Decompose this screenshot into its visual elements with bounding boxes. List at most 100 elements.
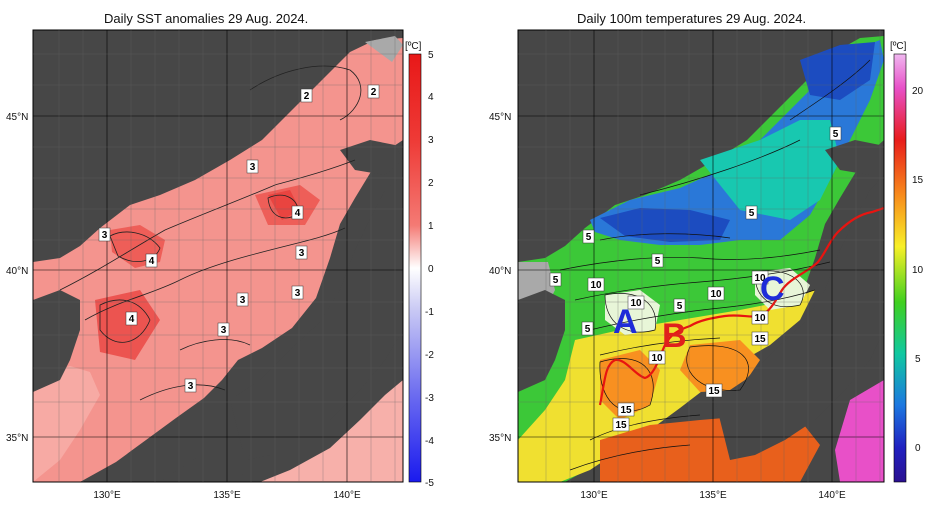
- right-colorbar-ticks: 20 15 10 5 0: [912, 86, 924, 454]
- svg-text:4: 4: [295, 208, 301, 219]
- left-contour-label: 4: [145, 253, 158, 268]
- svg-text:15: 15: [620, 405, 632, 416]
- right-contour-label: 15: [705, 383, 723, 398]
- svg-text:4: 4: [129, 314, 135, 325]
- left-contour-label: 3: [184, 378, 197, 393]
- svg-text:3: 3: [250, 162, 256, 173]
- right-contour-label: 10: [587, 277, 605, 292]
- right-minor-graticule: [518, 30, 884, 482]
- right-cold-core-2: [800, 42, 875, 100]
- svg-text:10: 10: [651, 353, 663, 364]
- region-letter-b: B: [662, 317, 687, 355]
- left-graticule: [33, 30, 403, 482]
- svg-text:0: 0: [428, 264, 434, 275]
- svg-text:140°E: 140°E: [818, 490, 846, 501]
- left-colorbar-ticks: 5 4 3 2 1 0 -1 -2 -3 -4 -5: [425, 50, 434, 489]
- svg-text:2: 2: [428, 178, 434, 189]
- svg-text:15: 15: [754, 334, 766, 345]
- left-panel-title: Daily SST anomalies 29 Aug. 2024.: [104, 11, 309, 26]
- svg-text:35°N: 35°N: [6, 433, 28, 444]
- left-korea-land: [33, 290, 80, 392]
- svg-text:-5: -5: [425, 478, 434, 489]
- right-cyan-zone: [700, 120, 840, 220]
- svg-text:4: 4: [149, 256, 155, 267]
- right-contour-label: 5: [673, 298, 686, 313]
- svg-text:-3: -3: [425, 393, 434, 404]
- svg-text:3: 3: [188, 381, 194, 392]
- right-contour-label: 5: [549, 272, 562, 287]
- left-contour-label: 3: [217, 322, 230, 337]
- svg-text:135°E: 135°E: [213, 490, 241, 501]
- svg-text:5: 5: [915, 354, 921, 365]
- svg-text:3: 3: [428, 135, 434, 146]
- left-contour-label: 3: [295, 245, 308, 260]
- svg-text:2: 2: [304, 91, 310, 102]
- left-lon-labels: 130°E 135°E 140°E: [93, 490, 361, 501]
- svg-text:10: 10: [754, 273, 766, 284]
- right-graticule: [518, 30, 884, 482]
- right-contour-label: 10: [751, 270, 769, 285]
- svg-text:3: 3: [299, 248, 305, 259]
- region-letter-c: C: [760, 270, 785, 308]
- left-honshu-land: [230, 175, 403, 460]
- left-contour-labels: 2 2 3 4 3 4 3 3 3 4 3 3: [98, 84, 380, 393]
- svg-text:2: 2: [371, 87, 377, 98]
- right-lat-labels: 45°N 40°N 35°N: [489, 112, 511, 444]
- left-colorbar-unit: [ºC]: [405, 41, 422, 52]
- right-korea-land: [518, 290, 565, 392]
- svg-text:10: 10: [710, 289, 722, 300]
- svg-text:15: 15: [615, 420, 627, 431]
- left-contour-label: 4: [291, 205, 304, 220]
- right-contour-label: 5: [581, 321, 594, 336]
- svg-text:35°N: 35°N: [489, 433, 511, 444]
- right-contour-label: 15: [617, 402, 635, 417]
- svg-text:130°E: 130°E: [580, 490, 608, 501]
- right-warm-zone: [518, 290, 815, 482]
- left-shelf: [365, 36, 403, 62]
- right-contour-label: 10: [627, 295, 645, 310]
- svg-text:1: 1: [428, 221, 434, 232]
- left-lat-labels: 45°N 40°N 35°N: [6, 112, 28, 444]
- left-contour-label: 4: [125, 311, 138, 326]
- svg-text:5: 5: [585, 324, 591, 335]
- svg-text:3: 3: [102, 230, 108, 241]
- left-contour-label: 3: [246, 159, 259, 174]
- right-contour-label: 10: [648, 350, 666, 365]
- svg-text:-2: -2: [425, 350, 434, 361]
- left-contour-label: 2: [367, 84, 380, 99]
- svg-text:-1: -1: [425, 307, 434, 318]
- svg-text:40°N: 40°N: [6, 266, 28, 277]
- svg-text:3: 3: [221, 325, 227, 336]
- right-warm-eddy-1: [600, 350, 660, 420]
- left-contours: [59, 65, 362, 401]
- svg-text:4: 4: [428, 92, 434, 103]
- left-pacific-sea: [260, 380, 403, 482]
- svg-text:10: 10: [590, 280, 602, 291]
- svg-text:-4: -4: [425, 436, 434, 447]
- left-east-china-sea: [33, 366, 100, 482]
- svg-text:15: 15: [708, 386, 720, 397]
- right-colorbar: [893, 53, 907, 483]
- left-sea-area: [33, 38, 403, 482]
- left-frame: [32, 29, 404, 483]
- left-contour-label: 3: [236, 292, 249, 307]
- right-contour-label: 5: [651, 253, 664, 268]
- right-contour-label: 10: [707, 286, 725, 301]
- svg-text:0: 0: [915, 443, 921, 454]
- right-contour-label: 15: [751, 331, 769, 346]
- right-frame: [517, 29, 885, 483]
- left-minor-graticule: [33, 30, 403, 482]
- right-contour-label: 10: [751, 310, 769, 325]
- svg-text:45°N: 45°N: [489, 112, 511, 123]
- svg-text:15: 15: [912, 175, 924, 186]
- right-contour-label: 5: [582, 229, 595, 244]
- left-kyushu-land: [160, 440, 250, 482]
- svg-text:5: 5: [428, 50, 434, 61]
- left-hokkaido-land: [340, 140, 403, 175]
- right-contour-label: 5: [745, 205, 758, 220]
- right-lon-labels: 130°E 135°E 140°E: [580, 490, 846, 501]
- right-contour-labels: 5 5 5 5 5 10 10 10 5 10 5 10 15 10 15 15…: [549, 126, 842, 432]
- svg-text:40°N: 40°N: [489, 266, 511, 277]
- right-contour-label: 5: [829, 126, 842, 141]
